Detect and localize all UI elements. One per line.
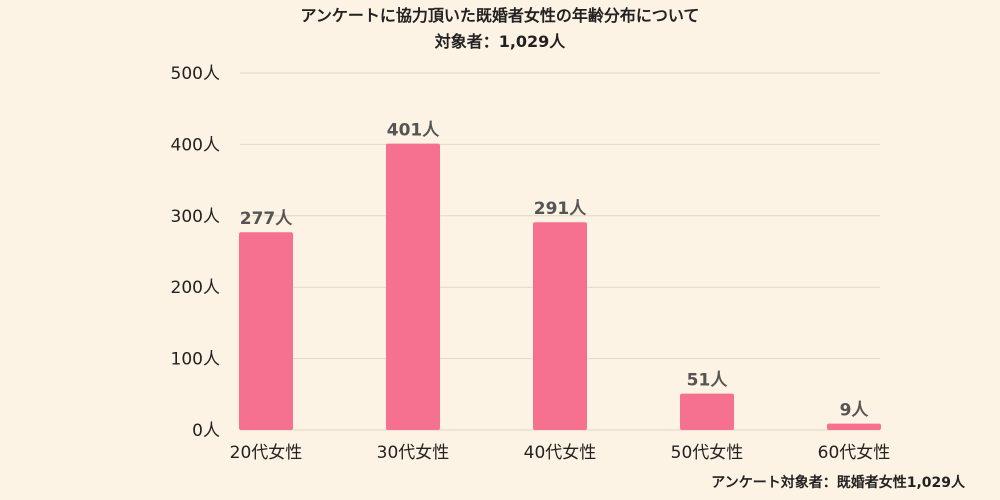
data-label: 51人 [687, 371, 729, 391]
data-labels: 277人 401人 291人 51人 9人 [240, 121, 870, 421]
data-label: 9人 [840, 401, 870, 421]
x-category-label: 60代女性 [818, 443, 891, 463]
x-category-label: 30代女性 [377, 443, 450, 463]
bar [827, 423, 881, 430]
y-tick-label: 100人 [171, 350, 220, 370]
data-label: 277人 [240, 209, 293, 229]
y-tick-label: 300人 [171, 207, 220, 227]
bar [239, 232, 293, 430]
y-axis-ticks: 0人 100人 200人 300人 400人 500人 [171, 64, 220, 441]
bar [533, 222, 587, 430]
x-category-label: 40代女性 [524, 443, 597, 463]
y-tick-label: 500人 [171, 64, 220, 84]
bar [680, 393, 734, 430]
chart-title: アンケートに協力頂いた既婚者女性の年齢分布について [301, 6, 700, 25]
chart-subtitle: 対象者：1,029人 [434, 32, 567, 51]
x-category-label: 50代女性 [671, 443, 744, 463]
data-label: 291人 [534, 199, 587, 219]
x-axis-categories: 20代女性 30代女性 40代女性 50代女性 60代女性 [230, 443, 891, 463]
bar [386, 143, 440, 430]
y-tick-label: 400人 [171, 135, 220, 155]
y-tick-label: 200人 [171, 278, 220, 298]
data-label: 401人 [387, 121, 440, 141]
x-category-label: 20代女性 [230, 443, 303, 463]
y-tick-label: 0人 [192, 421, 220, 441]
bars [239, 143, 881, 430]
footnote: アンケート対象者：既婚者女性1,029人 [711, 474, 966, 491]
